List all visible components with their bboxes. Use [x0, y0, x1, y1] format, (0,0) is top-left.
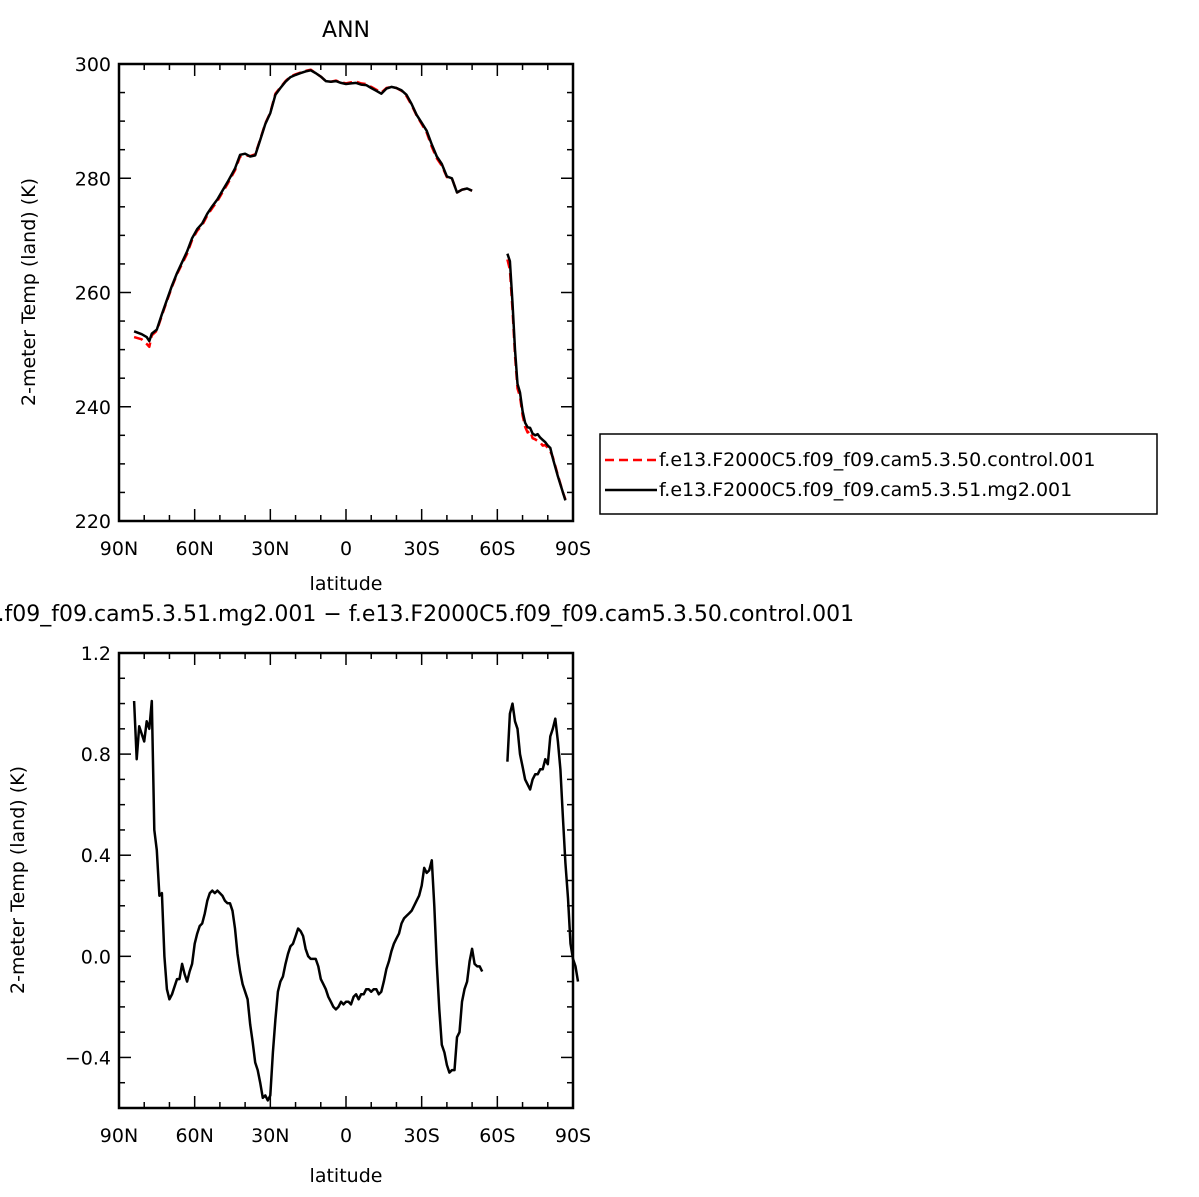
y-tick-label: 300 [75, 54, 111, 76]
x-tick-label: 30N [251, 1125, 289, 1147]
y-tick-label: 0.8 [81, 744, 111, 766]
series-line-0 [132, 699, 484, 1102]
legend-frame [599, 433, 1158, 515]
x-tick-label: 90N [100, 1125, 138, 1147]
bottom-x-tick-labels: 90N 60N 30N 0 30S 60S 90S [100, 1125, 591, 1147]
series-line-0 [133, 68, 473, 349]
x-tick-label: 60N [175, 538, 213, 560]
top-x-axis-title: latitude [310, 573, 383, 595]
y-tick-label: 1.2 [81, 643, 111, 665]
x-tick-label: 0 [340, 1125, 352, 1147]
x-tick-label: 30S [404, 538, 440, 560]
y-tick-label: −0.4 [65, 1047, 111, 1069]
bottom-series-group [132, 699, 580, 1102]
top-y-tick-labels: 220 240 260 280 300 [75, 54, 111, 533]
top-x-tick-labels: 90N 60N 30N 0 30S 60S 90S [100, 538, 591, 560]
y-tick-label: 0.0 [81, 946, 111, 968]
x-tick-label: 30S [404, 1125, 440, 1147]
bottom-y-axis-title: 2-meter Temp (land) (K) [7, 766, 29, 994]
series-line-1 [506, 253, 567, 501]
x-tick-label: 60S [479, 538, 515, 560]
bottom-x-axis-title: latitude [310, 1165, 383, 1187]
x-tick-label: 60S [479, 1125, 515, 1147]
top-panel: ANN 90N 60N 30N 0 30S 60S 90S 220240260280300 … [18, 18, 1158, 595]
bottom-panel: f.e13.F2000C5.f09_f09.cam5.3.51.mg2.001 … [0, 602, 854, 1187]
y-tick-label: 240 [75, 397, 111, 419]
bottom-tick-marks [118, 652, 574, 1109]
top-chart-title: ANN [322, 18, 370, 43]
x-tick-label: 90N [100, 538, 138, 560]
bottom-plot-frame [117, 651, 575, 1110]
y-tick-label: 0.4 [81, 845, 111, 867]
series-line-1 [133, 69, 473, 343]
y-tick-label: 220 [75, 511, 111, 533]
legend-label-mg2: f.e13.F2000C5.f09_f09.cam5.3.51.mg2.001 [659, 479, 1072, 501]
top-y-axis-title: 2-meter Temp (land) (K) [18, 178, 40, 406]
x-tick-label: 30N [251, 538, 289, 560]
legend: f.e13.F2000C5.f09_f09.cam5.3.50.control.… [599, 433, 1158, 515]
top-plot-frame [117, 62, 575, 523]
y-tick-label: 260 [75, 283, 111, 305]
bottom-chart-title: f.e13.F2000C5.f09_f09.cam5.3.51.mg2.001 … [0, 602, 854, 627]
legend-label-control: f.e13.F2000C5.f09_f09.cam5.3.50.control.… [659, 449, 1095, 471]
x-tick-label: 90S [555, 538, 591, 560]
x-tick-label: 60N [175, 1125, 213, 1147]
y-tick-label: 280 [75, 168, 111, 190]
bottom-y-tick-labels: −0.4 0.0 0.4 0.8 1.2 [65, 643, 111, 1069]
x-tick-label: 0 [340, 538, 352, 560]
top-series-group [133, 68, 567, 501]
series-line-0 [506, 702, 580, 982]
x-tick-label: 90S [555, 1125, 591, 1147]
top-tick-marks [118, 63, 574, 522]
